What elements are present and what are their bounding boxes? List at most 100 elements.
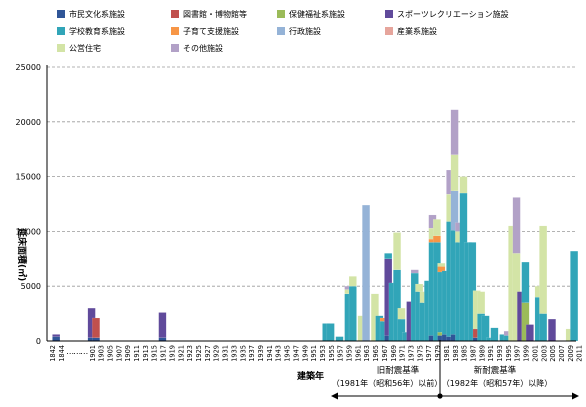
x-tick-label: 1842 <box>49 345 57 362</box>
x-tick-label: 1957 <box>337 345 345 362</box>
seismic-standard-annotation: 旧耐震基準 （1981年（昭和56年）以前） 新耐震基準 （1982年（昭和57… <box>331 340 579 400</box>
bar-segment <box>432 235 441 243</box>
x-tick-label: 1905 <box>106 345 114 362</box>
bar-segment <box>397 307 406 320</box>
bar-segment <box>459 176 468 194</box>
bar-segment <box>512 197 521 254</box>
x-tick-label: 1844 <box>58 345 66 362</box>
x-tick-label: 1999 <box>523 345 531 362</box>
x-tick-label: 1939 <box>257 345 265 362</box>
x-tick-label: 1995 <box>505 345 513 362</box>
y-tick-label: 25000 <box>16 63 41 72</box>
legend-swatch <box>385 27 393 35</box>
x-tick-label: 1953 <box>319 345 327 362</box>
bar-stack <box>362 204 370 342</box>
legend-swatch <box>171 44 179 52</box>
x-tick-label: 1913 <box>142 345 150 362</box>
bar-segment <box>348 276 357 287</box>
bar-segment <box>477 291 486 314</box>
x-tick-label: 1929 <box>213 345 221 362</box>
x-tick-label: 1955 <box>328 345 336 362</box>
x-tick-label: 2011 <box>576 345 584 362</box>
x-tick-label: 1945 <box>284 345 292 362</box>
bar-segment <box>432 219 441 236</box>
gridlines: 0 5000 10000 15000 20000 25000 <box>16 63 576 346</box>
x-tick-label: 1977 <box>425 345 433 362</box>
x-tick-label: 2003 <box>540 345 548 362</box>
x-tick-label: 1923 <box>186 345 194 362</box>
y-tick-label: 20000 <box>16 118 41 127</box>
legend-swatch <box>171 27 179 35</box>
bar-stack <box>481 315 490 342</box>
bar-segment <box>450 154 459 191</box>
x-tick-ellipsis: … <box>66 347 74 356</box>
bar-segment <box>92 317 100 338</box>
x-tick-label: 1983 <box>452 345 460 362</box>
legend-label: 産業系施設 <box>397 26 437 36</box>
axes: 1842 1844……… 1901 1903 1905 1907 1909 1911 1913 1… <box>46 65 584 362</box>
y-tick-label: 0 <box>36 337 41 346</box>
x-tick-label: 2009 <box>567 345 575 362</box>
x-tick-label: 1975 <box>416 345 424 362</box>
legend-label: 公営住宅 <box>69 43 101 53</box>
x-tick-label: 1969 <box>390 345 398 362</box>
legend-swatch <box>171 10 179 18</box>
legend-swatch <box>57 27 65 35</box>
old-standard-title: 旧耐震基準 <box>377 365 420 376</box>
bar-stack <box>393 232 401 342</box>
bar-stack <box>490 327 499 342</box>
x-tick-label: 1991 <box>487 345 495 362</box>
x-tick-label: 1959 <box>346 345 354 362</box>
bar-stack <box>348 276 357 342</box>
x-axis-title: 建築年 <box>297 370 324 382</box>
x-tick-label: 1909 <box>124 345 132 362</box>
bar-segment <box>52 336 61 342</box>
bar-stack <box>92 317 100 342</box>
x-tick-label: 2005 <box>549 345 557 362</box>
bar-segment <box>525 324 534 342</box>
bar-segment <box>362 204 370 342</box>
legend-label: 行政施設 <box>289 26 321 36</box>
y-axis-title-text: 延床面積(㎡) <box>16 227 28 281</box>
bar-segment <box>335 336 344 342</box>
x-tick-label: 1941 <box>266 345 274 362</box>
bar-segment <box>415 283 424 292</box>
bar-stack <box>326 323 335 342</box>
x-tick-label: 1997 <box>514 345 522 362</box>
bar-segment <box>437 263 446 267</box>
bar-segment <box>548 318 556 342</box>
x-tick-label: 1951 <box>310 345 318 362</box>
x-tick-label: 1949 <box>301 345 309 362</box>
x-tick-label: 1947 <box>292 345 300 362</box>
x-tick-label: 1981 <box>443 345 451 362</box>
legend-label: 保健福祉系施設 <box>289 9 345 19</box>
legend-swatch <box>57 10 65 18</box>
bar-segment <box>570 250 579 342</box>
bar-segment <box>384 253 393 259</box>
bar-segment <box>490 327 499 342</box>
bar-segment <box>326 323 335 342</box>
legend-swatch <box>57 44 65 52</box>
y-tick-label: 5000 <box>21 282 41 291</box>
legend-label: スポーツレクリエーション施設 <box>397 9 509 19</box>
x-tick-label: 1921 <box>177 345 185 362</box>
bar-segment <box>393 232 401 270</box>
bar-segment <box>410 269 419 274</box>
x-tick-ellipsis: … <box>80 347 88 356</box>
x-tick-label: 1907 <box>115 345 123 362</box>
bar-stack <box>539 225 548 342</box>
new-standard-period: （1982年（昭和57年）以降） <box>442 378 553 388</box>
legend-swatch <box>385 10 393 18</box>
bar-stack <box>52 334 61 342</box>
x-tick-label: 1989 <box>478 345 486 362</box>
old-standard-arrow-head <box>331 392 338 400</box>
x-tick-label: 1901 <box>89 345 97 362</box>
x-tick-label: 1919 <box>168 345 176 362</box>
x-tick-label: 1961 <box>354 345 362 362</box>
x-tick-label: 1985 <box>461 345 469 362</box>
old-standard-period: （1981年（昭和56年）以前） <box>332 378 443 388</box>
bar-segment <box>539 225 548 314</box>
x-tick-label: 1933 <box>230 345 238 362</box>
bar-segment <box>450 109 459 155</box>
